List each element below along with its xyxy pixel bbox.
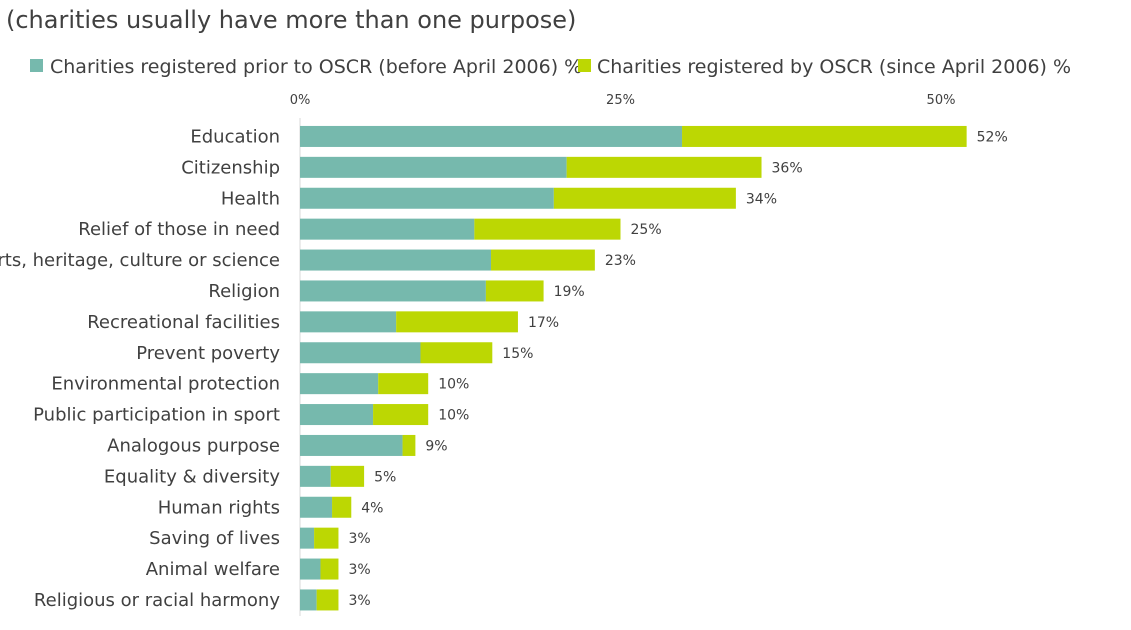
data-label: 25% — [631, 222, 662, 238]
data-label: 10% — [438, 377, 469, 393]
category-label: Equality & diversity — [104, 466, 280, 487]
bar-segment-since — [378, 373, 429, 395]
bar-segment-prior — [300, 589, 317, 611]
bar-segment-prior — [300, 218, 475, 240]
bar-segment-prior — [300, 187, 554, 209]
data-label: 10% — [438, 408, 469, 424]
data-label: 23% — [605, 253, 636, 269]
data-label: 3% — [348, 593, 370, 609]
data-label: 5% — [374, 469, 396, 485]
bar-segment-since — [485, 280, 544, 302]
bar-segment-prior — [300, 311, 397, 333]
category-label: Animal welfare — [146, 559, 280, 580]
bar-segment-since — [396, 311, 518, 333]
x-tick-label: 50% — [927, 93, 956, 108]
data-label: 9% — [425, 438, 447, 454]
legend: Charities registered prior to OSCR (befo… — [30, 56, 1071, 78]
category-label: Prevent poverty — [136, 343, 280, 364]
bar-segment-prior — [300, 434, 403, 456]
bar-segment-prior — [300, 156, 567, 178]
bar-segment-prior — [300, 558, 321, 580]
bar-segment-since — [682, 125, 967, 147]
bar-segment-prior — [300, 527, 315, 549]
data-label: 4% — [361, 500, 383, 516]
bar-segment-prior — [300, 465, 331, 487]
category-label: Arts, heritage, culture or science — [0, 250, 280, 271]
legend-label-since: Charities registered by OSCR (since Apri… — [597, 56, 1071, 78]
data-label: 36% — [772, 160, 803, 176]
legend-swatch-since — [578, 59, 591, 72]
chart-subtitle: (charities usually have more than one pu… — [6, 6, 576, 34]
data-label: 19% — [554, 284, 585, 300]
bar-segment-since — [491, 249, 595, 271]
bar-segment-since — [316, 589, 339, 611]
bar-segment-since — [553, 187, 736, 209]
bar-segment-prior — [300, 125, 683, 147]
bar-segment-since — [320, 558, 339, 580]
category-label: Environmental protection — [51, 374, 280, 395]
bar-segment-prior — [300, 496, 333, 518]
data-labels: 52% 36% 34% 25% 23% 19% 17% 15% 10% 10% 9% 5% 4% 3% 3%… — [348, 129, 1007, 609]
bar-segment-since — [373, 404, 429, 426]
bar-segment-since — [420, 342, 493, 364]
bar-segment-prior — [300, 373, 379, 395]
bars — [300, 125, 967, 611]
category-label: Saving of lives — [149, 528, 280, 549]
bar-segment-prior — [300, 404, 374, 426]
category-label: Health — [221, 188, 280, 209]
x-tick-label: 0% — [290, 93, 311, 108]
category-label: Citizenship — [181, 157, 280, 178]
category-labels: Education Citizenship Health Relief of thos… — [0, 126, 280, 611]
data-label: 52% — [977, 129, 1008, 145]
data-label: 17% — [528, 315, 559, 331]
category-label: Public participation in sport — [33, 405, 280, 426]
category-label: Relief of those in need — [78, 219, 280, 240]
bar-segment-since — [332, 496, 352, 518]
legend-swatch-prior — [30, 59, 43, 72]
bar-segment-since — [330, 465, 365, 487]
bar-segment-prior — [300, 249, 492, 271]
category-label: Recreational facilities — [87, 312, 280, 333]
bar-segment-prior — [300, 280, 486, 302]
bar-segment-since — [402, 434, 416, 456]
legend-label-prior: Charities registered prior to OSCR (befo… — [50, 56, 582, 78]
bar-segment-since — [474, 218, 621, 240]
data-label: 3% — [348, 562, 370, 578]
x-axis-ticks: 0% 25% 50% — [290, 93, 956, 108]
category-label: Religion — [208, 281, 280, 302]
category-label: Education — [190, 126, 280, 147]
data-label: 3% — [348, 531, 370, 547]
category-label: Analogous purpose — [107, 435, 280, 456]
x-tick-label: 25% — [606, 93, 635, 108]
bar-segment-since — [566, 156, 762, 178]
bar-segment-prior — [300, 342, 421, 364]
data-label: 15% — [502, 346, 533, 362]
category-label: Religious or racial harmony — [34, 590, 280, 611]
bar-segment-since — [314, 527, 339, 549]
category-label: Human rights — [158, 497, 280, 518]
data-label: 34% — [746, 191, 777, 207]
